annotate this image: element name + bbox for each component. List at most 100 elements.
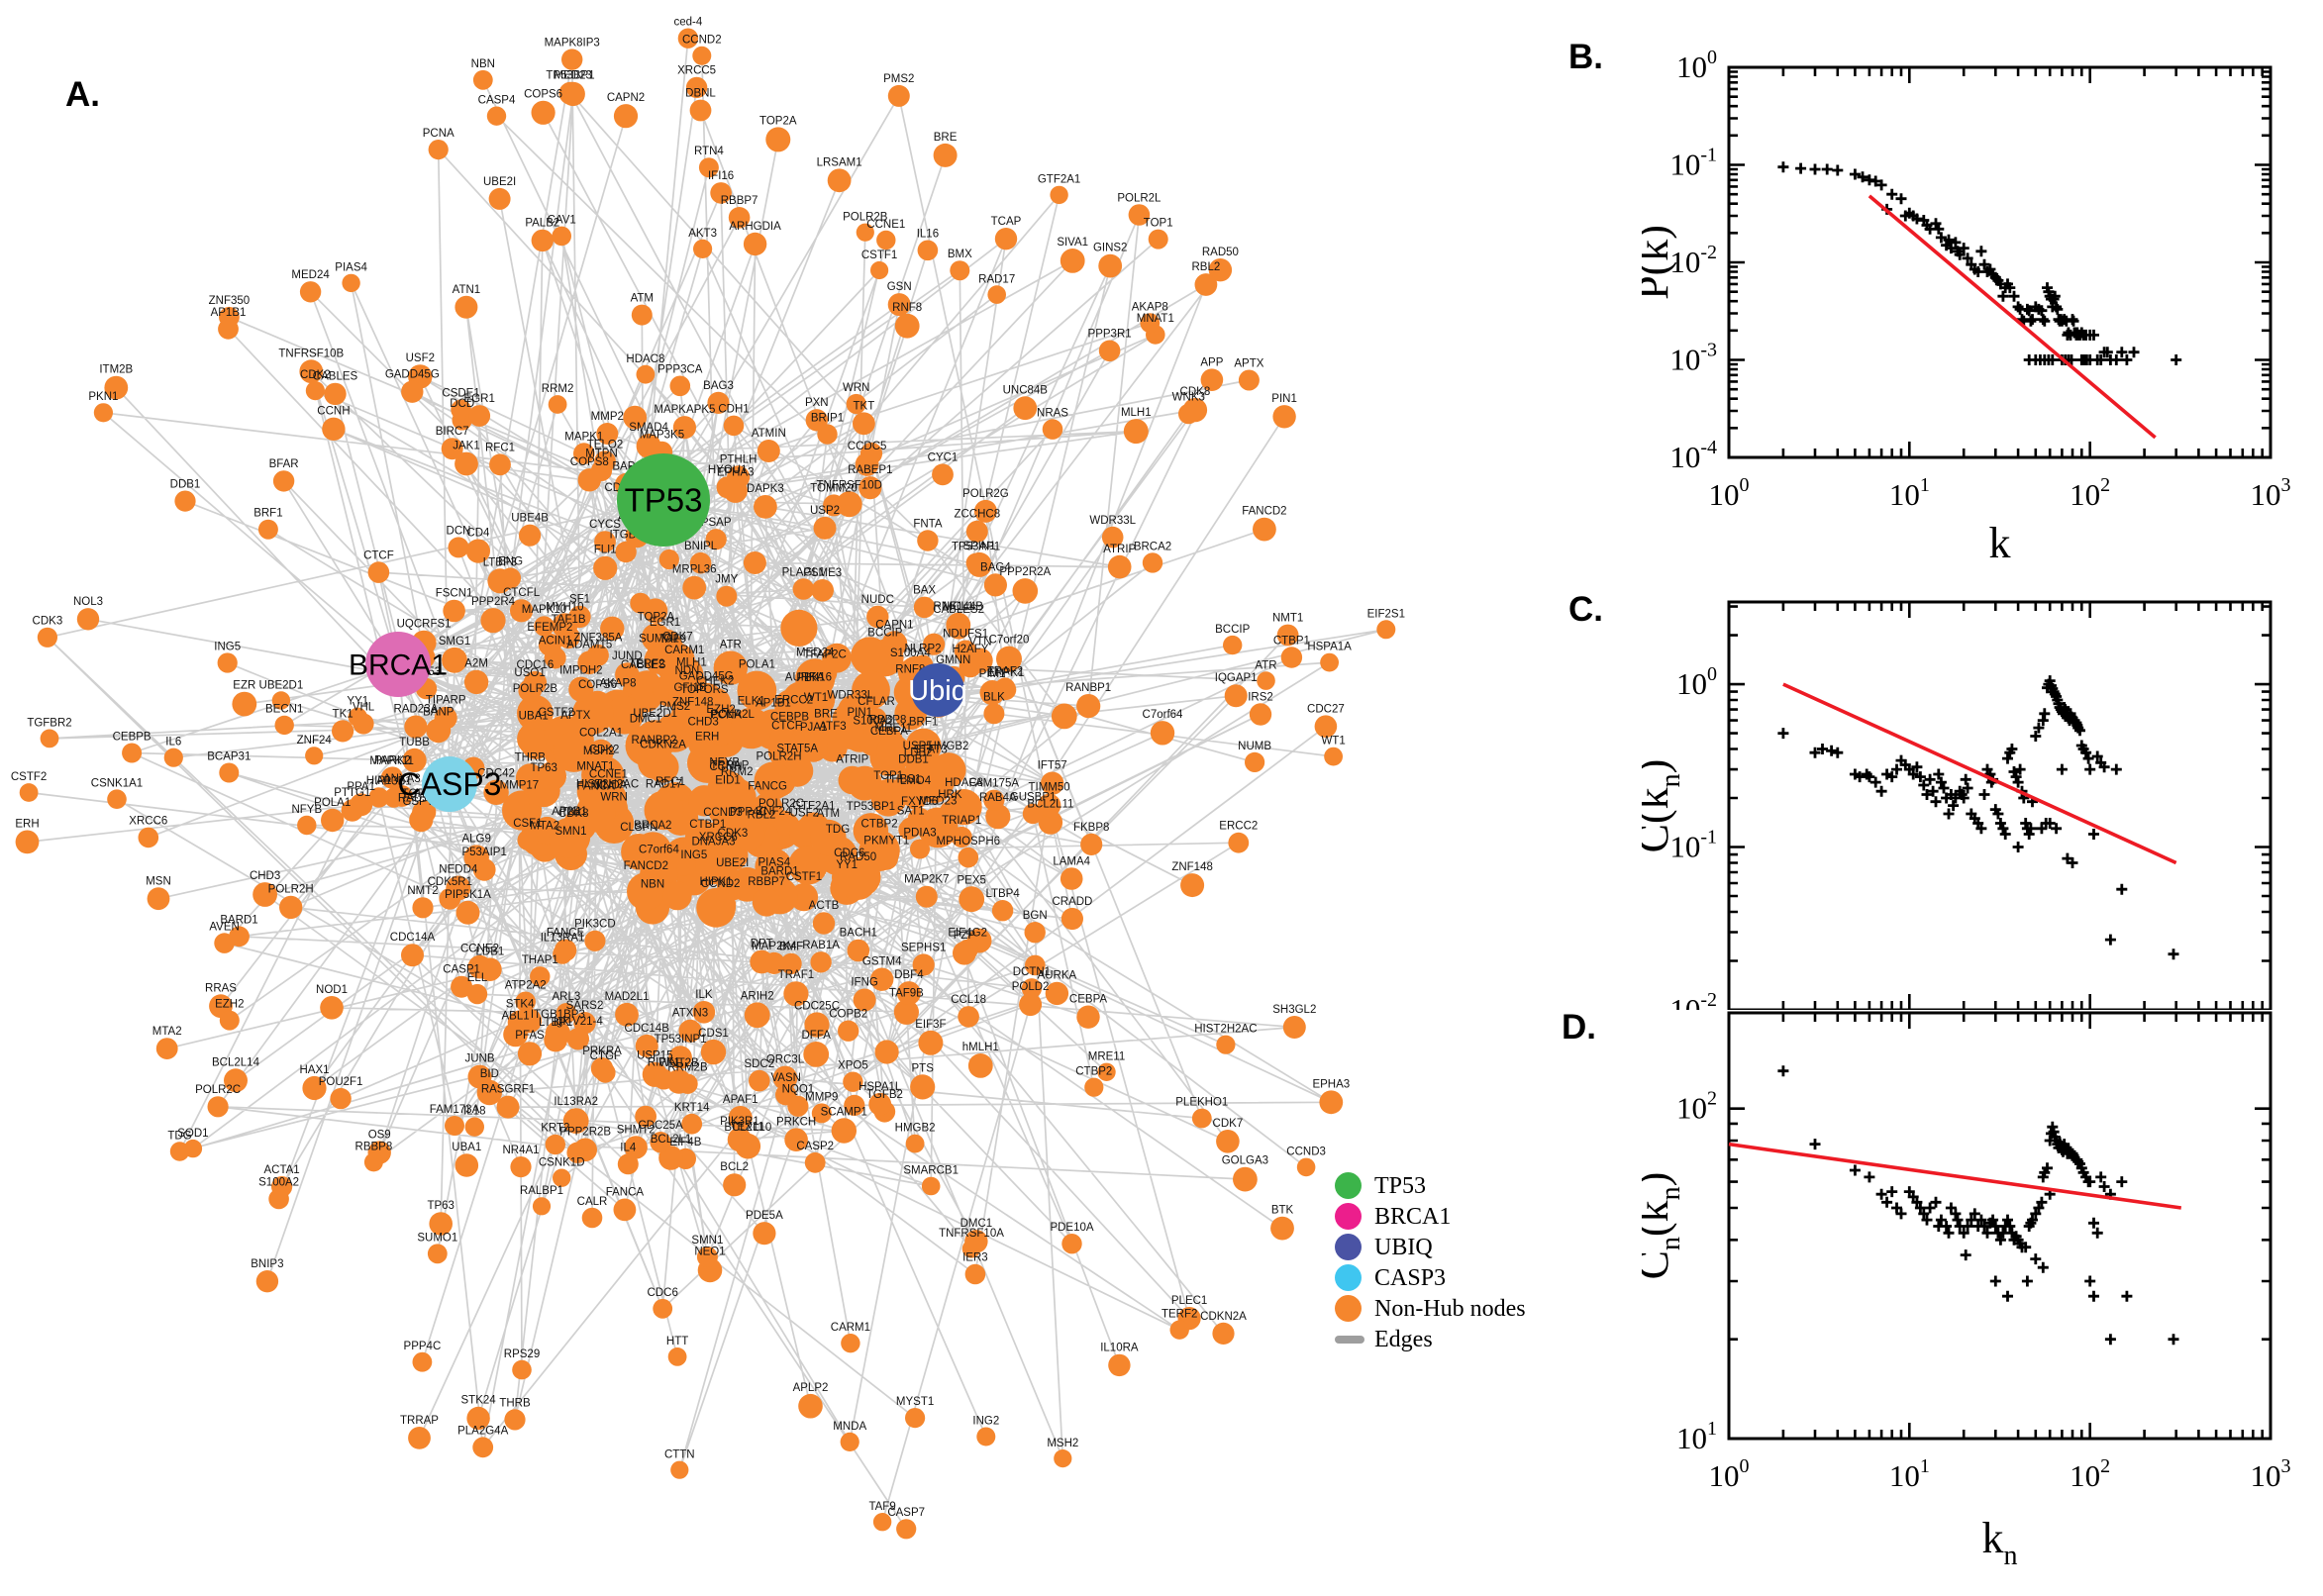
gene-label: EIF4G2 [948,928,987,940]
gene-label: BARD1 [760,865,798,877]
non-hub-node [631,304,653,326]
non-hub-node [37,627,58,648]
non-hub-node [812,912,836,935]
non-hub-node [853,412,875,436]
non-hub-node [443,599,465,623]
gene-label: CEBPA [870,726,908,738]
non-hub-node [743,551,766,574]
gene-label: GSTM4 [862,956,902,968]
gene-label: CDC25C [794,1000,840,1012]
legend-label: CASP3 [1374,1264,1447,1291]
gene-label: PRKCH [776,1116,816,1128]
gene-label: BMF [779,942,803,953]
gene-label: PTHLH [720,453,758,465]
non-hub-node [488,187,511,210]
gene-label: AP1B1 [211,307,247,319]
gene-label: COPS8 [570,456,609,468]
gene-label: CDK7 [1213,1118,1244,1130]
gene-label: GTF2A1 [1038,174,1080,186]
y-axis-title: P(k) [1642,225,1677,300]
non-hub-node [983,703,1005,725]
hub-node-brca1 [365,632,431,697]
gene-label: ADAM15 [566,639,612,650]
gene-label: CDK3 [33,616,63,628]
non-hub-node [754,761,792,800]
gene-label: BGN [1023,910,1048,922]
gene-label: Igk-V21-4 [554,1016,603,1028]
gene-label: CRADD [1052,896,1092,908]
gene-label: NEO1 [694,1247,725,1258]
gene-label: CABLES [621,659,666,671]
non-hub-node [104,375,129,400]
y-tick-label: 10-2 [1669,242,1717,279]
gene-label: ZNF24 [297,735,333,747]
x-tick-label: 102 [2070,1455,2110,1493]
gene-label: LDB1 [476,946,505,957]
gene-label: TAF9B [889,988,924,1000]
gene-label: MRE11 [875,723,913,735]
non-hub-node [965,552,986,573]
gene-label: BRCA2 [634,820,671,832]
gene-label: UNC84B [1003,384,1049,396]
gene-label: MAPK10 [522,604,566,616]
gene-label: POLR2B [513,683,558,695]
gene-label: COPB2 [829,1009,867,1021]
legend-item-edges: Edges [1335,1324,1662,1354]
node-swatch-icon [1335,1234,1362,1260]
non-hub-node [783,981,809,1007]
hub-label-tp53: TP53 [625,482,703,519]
gene-label: IL16 [917,229,939,241]
non-hub-node [723,478,748,503]
gene-label: S100A4 [890,648,932,659]
gene-label: BNIPL [684,541,718,552]
non-hub-node [967,648,993,673]
gene-label: MMP2 [591,411,624,423]
gene-label: JMY [715,574,738,586]
gene-label: CDKN2A [1200,1311,1247,1323]
gene-label: MED23 [919,795,957,807]
gene-label: POLR2H [756,750,801,762]
non-hub-node [775,1084,797,1106]
non-hub-node [517,830,539,850]
gene-label: ced-4 [674,17,703,29]
gene-label: TOP1 [1144,218,1173,230]
non-hub-node [874,1040,899,1064]
gene-label: CABLES2 [933,604,984,616]
non-hub-node [321,808,345,833]
non-hub-node [613,1198,637,1222]
gene-label: NBN [641,878,664,890]
gene-label: CALR [577,1196,608,1208]
gene-label: UQCRFS1 [397,619,452,631]
gene-label: ATXN3 [672,1008,708,1020]
gene-label: RASGRF1 [481,1084,535,1096]
gene-label: IL13RA1 [541,933,585,945]
gene-label: FANCE [547,928,585,940]
non-hub-node [553,731,594,772]
non-hub-node [852,670,890,710]
non-hub-node [305,381,325,401]
gene-label: PKMYT1 [863,835,909,847]
non-hub-node [696,887,736,928]
non-hub-node [900,817,922,839]
gene-label: CSTF1 [861,249,897,261]
non-hub-node [636,434,661,458]
gene-label: ERH [695,732,719,744]
non-hub-node [707,786,749,829]
non-hub-node [568,605,591,629]
gene-label: PZP [954,930,976,942]
non-hub-node [1194,273,1218,296]
gene-label: GTF2A1 [792,801,835,813]
gene-label: WDR33L [1089,515,1136,527]
non-hub-node [1169,1320,1189,1340]
gene-label: LTBP1 [539,1017,572,1029]
non-hub-node [1042,419,1063,440]
gene-label: PLA2G4A [457,1425,508,1437]
gene-label: IL13RA2 [554,1096,598,1108]
gene-label: CSTF1 [786,871,822,883]
non-hub-node [455,900,480,925]
gene-label: COL2A1 [579,728,623,740]
hub-node-tp53 [617,453,710,547]
gene-label: TELO2 [587,439,623,450]
gene-label: HRK [938,789,962,801]
legend-label: UBIQ [1374,1234,1433,1260]
